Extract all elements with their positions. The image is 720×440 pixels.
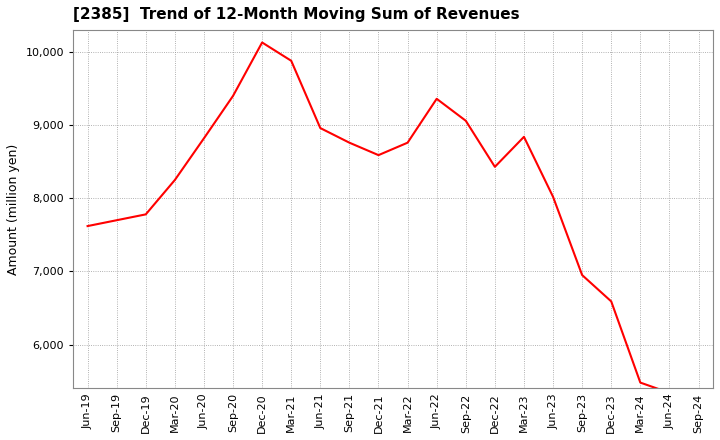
- Text: [2385]  Trend of 12-Month Moving Sum of Revenues: [2385] Trend of 12-Month Moving Sum of R…: [73, 7, 520, 22]
- Y-axis label: Amount (million yen): Amount (million yen): [7, 143, 20, 275]
